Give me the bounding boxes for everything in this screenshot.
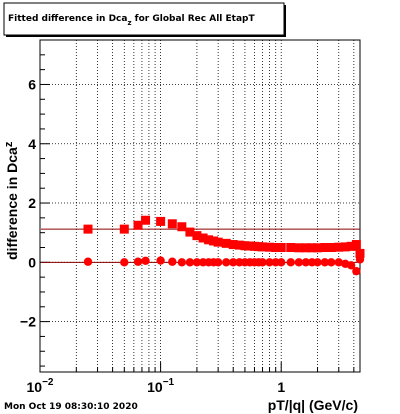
- y-axis-label: difference in Dcaz: [3, 141, 20, 260]
- data-point-square: [286, 243, 296, 252]
- data-point-square: [167, 219, 177, 229]
- data-point-circle: [294, 258, 304, 267]
- data-point-circle: [352, 267, 361, 276]
- data-point-square: [334, 242, 344, 252]
- data-point-square: [133, 220, 143, 230]
- data-point-circle: [156, 256, 165, 265]
- data-point-square: [340, 242, 350, 252]
- x-axis-label: pT/|q| (GeV/c): [268, 397, 358, 413]
- y-tick-label: 6: [28, 76, 36, 92]
- data-point-square: [320, 243, 330, 252]
- data-point-square: [276, 243, 286, 252]
- y-tick-label: −2: [20, 314, 36, 330]
- data-point-square: [119, 224, 129, 234]
- data-point-circle: [222, 258, 231, 267]
- data-point-circle: [346, 261, 356, 270]
- y-tick-label: 0: [28, 254, 36, 270]
- data-point-square: [185, 227, 195, 237]
- data-point-square: [346, 241, 356, 251]
- data-point-square: [204, 235, 214, 245]
- data-point-square: [313, 243, 323, 253]
- data-point-circle: [334, 258, 343, 267]
- data-point-square: [301, 243, 311, 253]
- data-point-circle: [133, 257, 143, 266]
- data-point-square: [294, 243, 304, 253]
- x-tick-label: 10−2: [27, 377, 54, 395]
- data-point-circle: [168, 257, 177, 266]
- x-tick-label: 10−1: [147, 377, 174, 395]
- data-point-circle: [229, 258, 238, 267]
- data-point-square: [307, 243, 317, 253]
- data-point-circle: [120, 258, 129, 267]
- data-point-square: [209, 236, 219, 246]
- timestamp: Mon Oct 19 08:30:10 2020: [4, 402, 138, 412]
- chart-title: Fitted difference in Dcaz for Global Rec…: [8, 14, 255, 27]
- data-point-square: [221, 238, 231, 248]
- data-point-square: [156, 216, 166, 226]
- data-point-square: [245, 241, 255, 251]
- data-point-circle: [301, 258, 311, 267]
- data-point-circle: [258, 258, 267, 267]
- y-tick-label: 4: [28, 136, 36, 152]
- plot-frame: [39, 39, 361, 373]
- data-point-circle: [185, 258, 195, 267]
- data-point-square: [326, 243, 336, 252]
- data-point-circle: [320, 258, 330, 267]
- data-point-circle: [141, 256, 150, 266]
- title-box: Fitted difference in Dcaz for Global Rec…: [3, 2, 286, 37]
- data-point-square: [351, 240, 361, 250]
- data-point-circle: [177, 258, 187, 267]
- data-point-circle: [286, 258, 295, 267]
- data-point-circle: [277, 258, 286, 267]
- y-tick-label: 2: [28, 195, 36, 211]
- data-point-circle: [265, 258, 274, 267]
- data-point-circle: [355, 255, 365, 264]
- data-point-circle: [192, 258, 202, 267]
- data-point-square: [271, 243, 281, 252]
- data-point-square: [177, 222, 187, 232]
- data-point-square: [265, 242, 275, 252]
- data-point-circle: [213, 258, 223, 267]
- data-point-square: [240, 241, 250, 251]
- data-point-square: [192, 231, 202, 241]
- x-tick-label: 1: [277, 379, 285, 395]
- data-point-square: [258, 242, 268, 252]
- data-point-square: [83, 224, 93, 234]
- data-markers: [83, 215, 365, 276]
- data-point-square: [355, 248, 365, 258]
- axis-ticks: [39, 39, 355, 372]
- grid: [39, 40, 360, 372]
- data-point-circle: [83, 257, 93, 266]
- data-point-square: [198, 233, 208, 243]
- data-point-square: [213, 237, 223, 247]
- tick-labels: −2 0 2 4 6 10−2 10−1 1: [20, 76, 285, 395]
- data-point-square: [234, 240, 244, 250]
- data-point-circle: [313, 258, 322, 267]
- data-point-square: [141, 215, 151, 225]
- data-point-square: [228, 240, 238, 250]
- data-point-circle: [327, 258, 336, 267]
